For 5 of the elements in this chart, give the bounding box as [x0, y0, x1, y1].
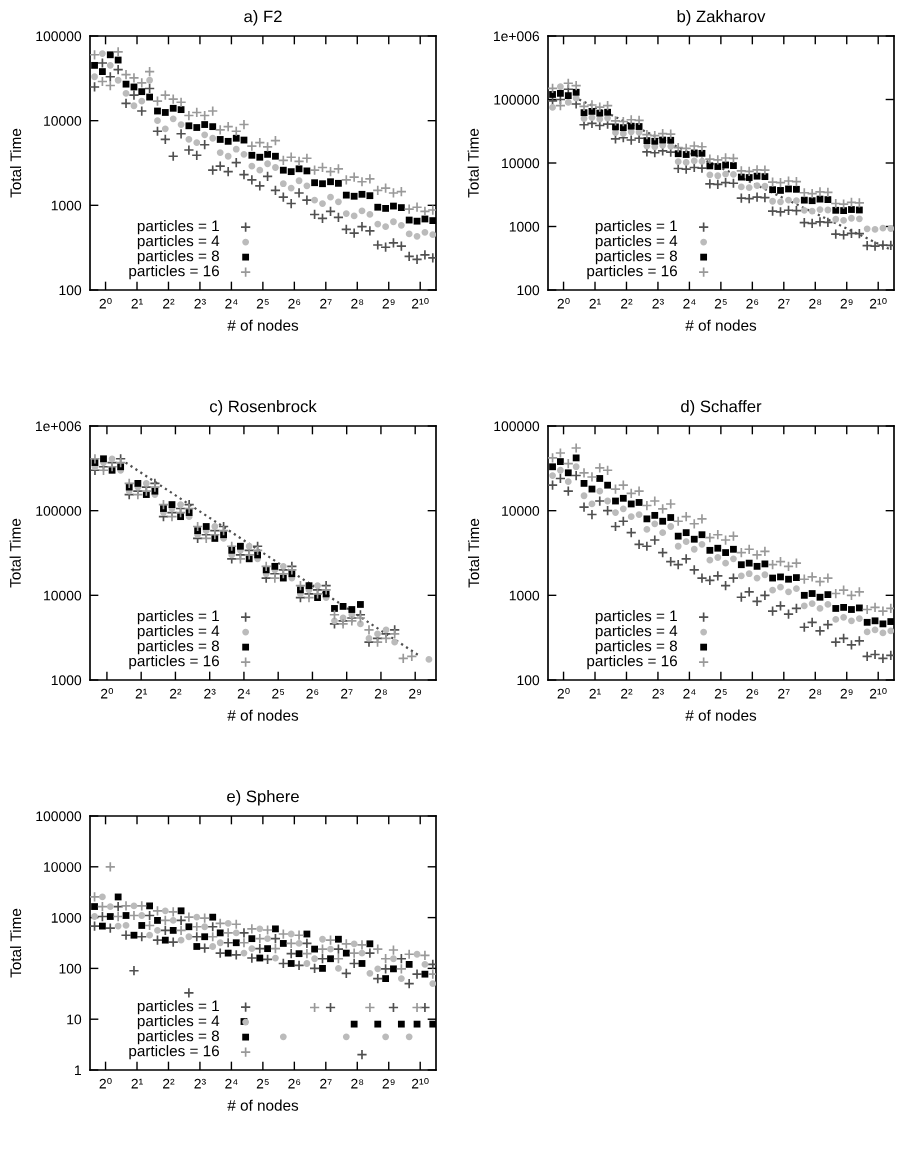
chart-title: a) F2 [244, 10, 282, 26]
chart-title: e) Sphere [227, 790, 299, 806]
chart-title: b) Zakharov [677, 10, 766, 26]
chart-title: d) Schaffer [681, 400, 762, 416]
chart-title: c) Rosenbrock [209, 400, 317, 416]
